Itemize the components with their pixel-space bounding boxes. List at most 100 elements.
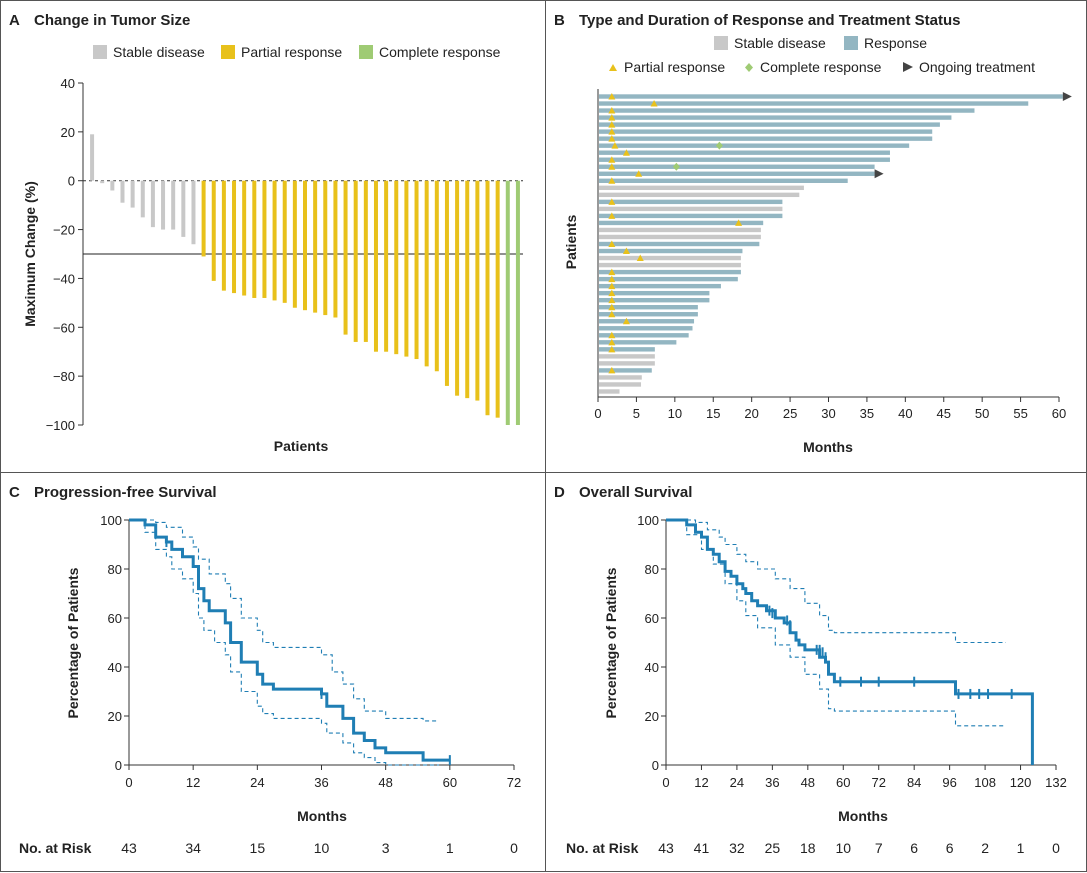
legend-marker-complete [745,63,753,72]
tumor-change-bar [515,180,520,425]
panel-title: Type and Duration of Response and Treatm… [579,12,960,29]
duration-bar [599,234,761,240]
y-tick-label: 60 [645,611,659,626]
duration-bar [599,101,1029,106]
y-tick-label: 0 [652,758,659,773]
legend-swatch-stable [714,36,728,50]
duration-bar [599,136,933,141]
response-duration-chart: B Type and Duration of Response and Treat… [554,12,1072,455]
duration-bar [599,269,741,275]
risk-count: 10 [835,840,851,856]
tumor-change-bar [262,180,267,298]
tumor-change-bar [485,180,490,416]
tumor-change-bar [333,180,338,318]
survival-curve-upper [129,519,440,722]
x-tick-label: 30 [821,406,835,421]
tumor-change-bar [384,180,389,352]
y-axis-label: Percentage of Patients [603,567,619,718]
panel-b-response-duration: B Type and Duration of Response and Treat… [545,0,1087,473]
tumor-change-bar [424,180,429,367]
tumor-change-bar [90,134,95,181]
panel-letter: D [554,484,565,501]
tumor-change-bar [414,180,419,360]
x-axis-label: Months [297,808,347,824]
pfs-chart: C Progression-free Survival02040608010004… [9,484,521,856]
x-tick-label: 24 [730,775,744,790]
tumor-change-bar [495,180,500,418]
y-tick-label: 80 [108,562,122,577]
y-tick-label: 100 [637,513,659,528]
x-tick-label: 5 [633,406,640,421]
y-tick-label: −40 [53,271,75,286]
ongoing-arrow [874,169,884,179]
x-tick-label: 50 [975,406,989,421]
partial-response-marker [608,121,616,128]
legend-label-partial: Partial response [624,59,725,75]
partial-response-marker [735,219,743,226]
panel-letter: B [554,12,565,29]
duration-bar [599,129,933,134]
partial-response-marker [608,366,616,374]
partial-response-marker [622,317,630,325]
ongoing-arrow [1062,92,1072,102]
risk-count: 15 [250,840,266,856]
x-tick-label: 36 [314,775,328,790]
y-tick-label: 60 [108,611,122,626]
y-tick-label: −20 [53,223,75,238]
panel-a-tumor-size: A Change in Tumor Size Stable disease Parti… [0,0,546,473]
y-tick-label: 20 [645,709,659,724]
x-tick-label: 0 [594,406,601,421]
tumor-change-bar [323,180,328,316]
tumor-change-bar [211,180,216,281]
duration-bar [599,305,698,310]
duration-bar [599,178,848,183]
legend-label-partial: Partial response [241,44,342,60]
risk-count: 43 [658,840,674,856]
risk-count: 18 [800,840,816,856]
survival-curve-lower [129,519,440,766]
partial-response-marker [608,212,616,219]
tumor-change-bar [100,180,105,184]
duration-bar [599,368,652,373]
partial-response-marker [608,135,616,142]
y-tick-label: 20 [108,709,122,724]
risk-table-label: No. at Risk [19,840,92,856]
tumor-change-bar [292,180,297,308]
tumor-change-bar [505,180,510,425]
x-axis-label: Months [803,439,853,455]
duration-bar [599,241,760,247]
tumor-change-bar [171,180,176,230]
partial-response-marker [608,163,616,170]
partial-response-marker [608,275,616,283]
risk-count: 6 [946,840,954,856]
y-tick-label: −100 [46,418,75,433]
complete-response-marker [672,162,680,171]
risk-count: 34 [185,840,201,856]
tumor-change-bar [455,180,460,396]
partial-response-marker [608,114,616,121]
y-axis-label: Percentage of Patients [65,567,81,718]
x-tick-label: 120 [1010,775,1032,790]
partial-response-marker [608,303,616,311]
duration-bar [599,185,804,191]
tumor-change-bar [140,180,145,218]
legend-swatch-stable [93,45,107,59]
x-tick-label: 10 [668,406,682,421]
duration-bar [599,375,642,380]
tumor-change-bar [252,180,257,298]
duration-bar [599,276,738,282]
duration-bar [599,206,783,212]
partial-response-marker [608,282,616,290]
risk-count: 2 [981,840,989,856]
duration-bar [599,333,689,338]
risk-count: 1 [446,840,454,856]
tumor-change-bar [373,180,378,352]
tumor-change-bar [444,180,449,386]
legend-swatch-partial [221,45,235,59]
legend-marker-partial [609,64,617,71]
duration-bar [599,171,875,176]
legend-label-stable: Stable disease [113,44,205,60]
risk-count: 41 [694,840,710,856]
duration-bar [599,143,910,148]
x-tick-label: 60 [443,775,457,790]
